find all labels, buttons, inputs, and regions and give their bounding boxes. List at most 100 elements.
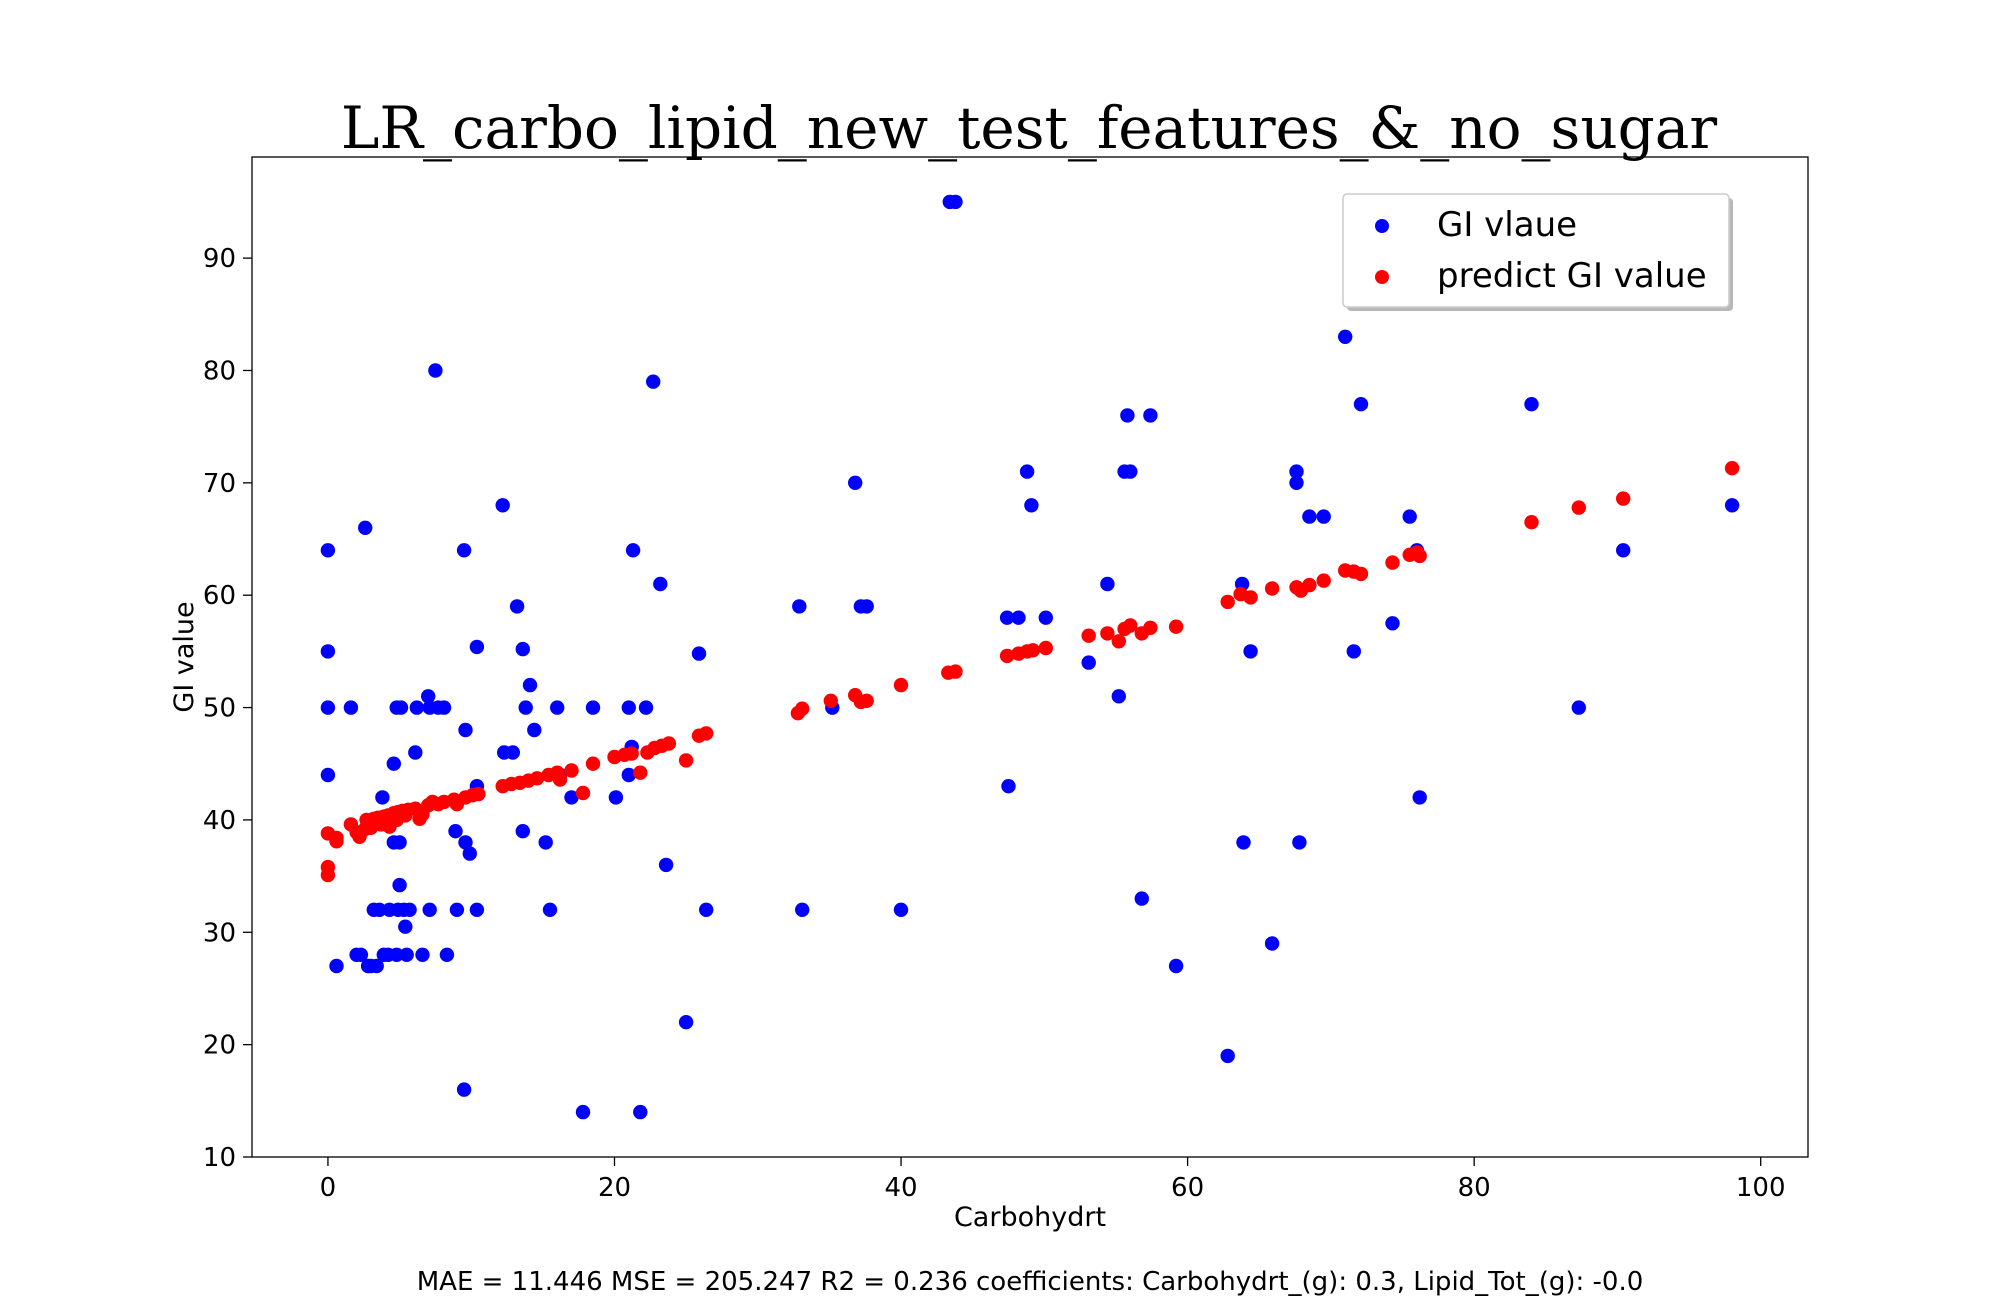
gi-value-point-79 bbox=[792, 599, 807, 614]
gi-value-point-76 bbox=[678, 1015, 694, 1030]
predicted-gi-point-77 bbox=[1143, 620, 1158, 635]
predicted-gi-point-48 bbox=[624, 746, 639, 761]
gi-value-point-77 bbox=[691, 646, 707, 661]
gi-value-point-70 bbox=[625, 543, 641, 558]
gi-value-point-27 bbox=[398, 919, 413, 934]
gi-value-point-91 bbox=[1019, 464, 1035, 479]
gi-value-point-113 bbox=[1338, 329, 1353, 344]
gi-value-point-72 bbox=[638, 700, 654, 715]
gi-value-point-98 bbox=[1120, 408, 1135, 423]
gi-value-point-106 bbox=[1243, 644, 1258, 659]
legend-label-gi-value: GI vlaue bbox=[1437, 205, 1577, 245]
gi-value-point-99 bbox=[1123, 464, 1138, 479]
gi-value-point-0 bbox=[320, 543, 336, 558]
gi-value-point-53 bbox=[509, 599, 525, 614]
predicted-gi-point-97 bbox=[1724, 461, 1740, 476]
gi-value-point-61 bbox=[550, 700, 565, 715]
gi-value-point-94 bbox=[1081, 655, 1096, 670]
y-axis: 10 20 30 40 50 60 70 80 90 bbox=[203, 244, 252, 1173]
gi-value-point-38 bbox=[436, 700, 452, 715]
gi-value-point-56 bbox=[518, 700, 533, 715]
gi-value-point-1 bbox=[320, 644, 336, 659]
metrics-caption: MAE = 11.446 MSE = 205.247 R2 = 0.236 co… bbox=[417, 1267, 1644, 1297]
predicted-gi-point-70 bbox=[1038, 640, 1054, 656]
gi-value-point-30 bbox=[408, 745, 423, 760]
gi-value-point-120 bbox=[1524, 397, 1539, 412]
gi-value-point-85 bbox=[893, 902, 909, 917]
gi-value-point-93 bbox=[1038, 610, 1054, 625]
predicted-gi-point-66 bbox=[999, 648, 1015, 664]
gi-value-point-114 bbox=[1346, 644, 1362, 659]
gi-value-point-66 bbox=[608, 790, 624, 805]
gi-value-point-74 bbox=[653, 576, 668, 592]
gi-value-point-92 bbox=[1024, 498, 1039, 513]
predicted-gi-point-75 bbox=[1123, 618, 1138, 633]
predicted-gi-point-4 bbox=[329, 834, 344, 849]
gi-value-point-35 bbox=[422, 902, 437, 917]
y-tick-label-30: 30 bbox=[203, 918, 236, 948]
predicted-gi-point-78 bbox=[1168, 619, 1184, 634]
gi-value-point-64 bbox=[575, 1104, 591, 1120]
gi-value-point-5 bbox=[343, 700, 359, 715]
gi-value-point-31 bbox=[409, 700, 424, 715]
predicted-gi-point-49 bbox=[633, 765, 648, 780]
gi-value-point-21 bbox=[389, 947, 404, 962]
y-tick-label-20: 20 bbox=[203, 1031, 236, 1061]
x-tick-label-40: 40 bbox=[885, 1173, 918, 1203]
gi-value-point-39 bbox=[439, 947, 455, 962]
gi-value-point-88 bbox=[999, 610, 1015, 625]
gi-value-point-24 bbox=[392, 835, 407, 850]
x-tick-label-0: 0 bbox=[320, 1173, 337, 1203]
x-tick-label-80: 80 bbox=[1458, 1173, 1491, 1203]
gi-value-point-112 bbox=[1316, 509, 1331, 524]
gi-value-point-43 bbox=[458, 722, 473, 738]
gi-value-point-3 bbox=[320, 767, 336, 783]
predicted-gi-point-72 bbox=[1100, 626, 1115, 641]
gi-value-point-110 bbox=[1292, 835, 1307, 850]
gi-value-point-122 bbox=[1616, 543, 1631, 558]
predicted-gi-point-86 bbox=[1316, 573, 1331, 588]
gi-value-point-52 bbox=[505, 745, 520, 760]
plot-marks bbox=[320, 194, 1740, 1120]
gi-value-point-96 bbox=[1111, 689, 1127, 704]
gi-value-point-116 bbox=[1385, 616, 1400, 631]
gi-value-point-82 bbox=[848, 475, 863, 490]
gi-value-point-100 bbox=[1134, 891, 1150, 906]
y-tick-label-60: 60 bbox=[203, 581, 236, 611]
gi-value-point-123 bbox=[1724, 498, 1740, 513]
predicted-gi-point-45 bbox=[585, 756, 601, 771]
gi-value-point-87 bbox=[948, 194, 963, 210]
gi-value-point-8 bbox=[358, 520, 373, 535]
predicted-gi-point-53 bbox=[661, 736, 677, 751]
gi-value-point-28 bbox=[399, 947, 414, 962]
gi-value-point-121 bbox=[1571, 700, 1587, 715]
gi-value-point-23 bbox=[392, 877, 407, 893]
predicted-gi-point-90 bbox=[1385, 555, 1400, 570]
gi-value-point-67 bbox=[621, 700, 636, 715]
gi-value-point-102 bbox=[1168, 958, 1184, 974]
predicted-gi-point-79 bbox=[1220, 594, 1235, 610]
gi-value-point-50 bbox=[495, 498, 510, 513]
gi-value-point-65 bbox=[585, 700, 601, 715]
gi-value-point-42 bbox=[456, 543, 472, 558]
gi-value-point-46 bbox=[456, 1082, 472, 1097]
gi-value-point-90 bbox=[1011, 610, 1026, 625]
gi-value-point-36 bbox=[428, 363, 443, 378]
predicted-gi-point-81 bbox=[1243, 590, 1258, 605]
gi-value-point-95 bbox=[1100, 576, 1115, 592]
gi-value-point-57 bbox=[522, 677, 538, 693]
predicted-gi-point-96 bbox=[1616, 491, 1631, 506]
gi-value-point-103 bbox=[1220, 1048, 1235, 1064]
predicted-gi-point-58 bbox=[795, 701, 810, 716]
gi-value-point-54 bbox=[515, 641, 530, 657]
chart-title: LR_carbo_lipid_new_test_features_&_no_su… bbox=[341, 94, 1718, 162]
legend-box bbox=[1342, 193, 1730, 308]
predicted-gi-point-62 bbox=[859, 693, 874, 708]
gi-value-point-101 bbox=[1143, 408, 1158, 423]
gi-value-point-44 bbox=[458, 835, 473, 850]
predicted-gi-point-34 bbox=[471, 786, 486, 802]
predicted-gi-point-73 bbox=[1111, 634, 1127, 649]
gi-value-point-108 bbox=[1289, 464, 1304, 479]
predicted-gi-point-89 bbox=[1353, 566, 1369, 582]
gi-value-point-105 bbox=[1236, 835, 1251, 850]
